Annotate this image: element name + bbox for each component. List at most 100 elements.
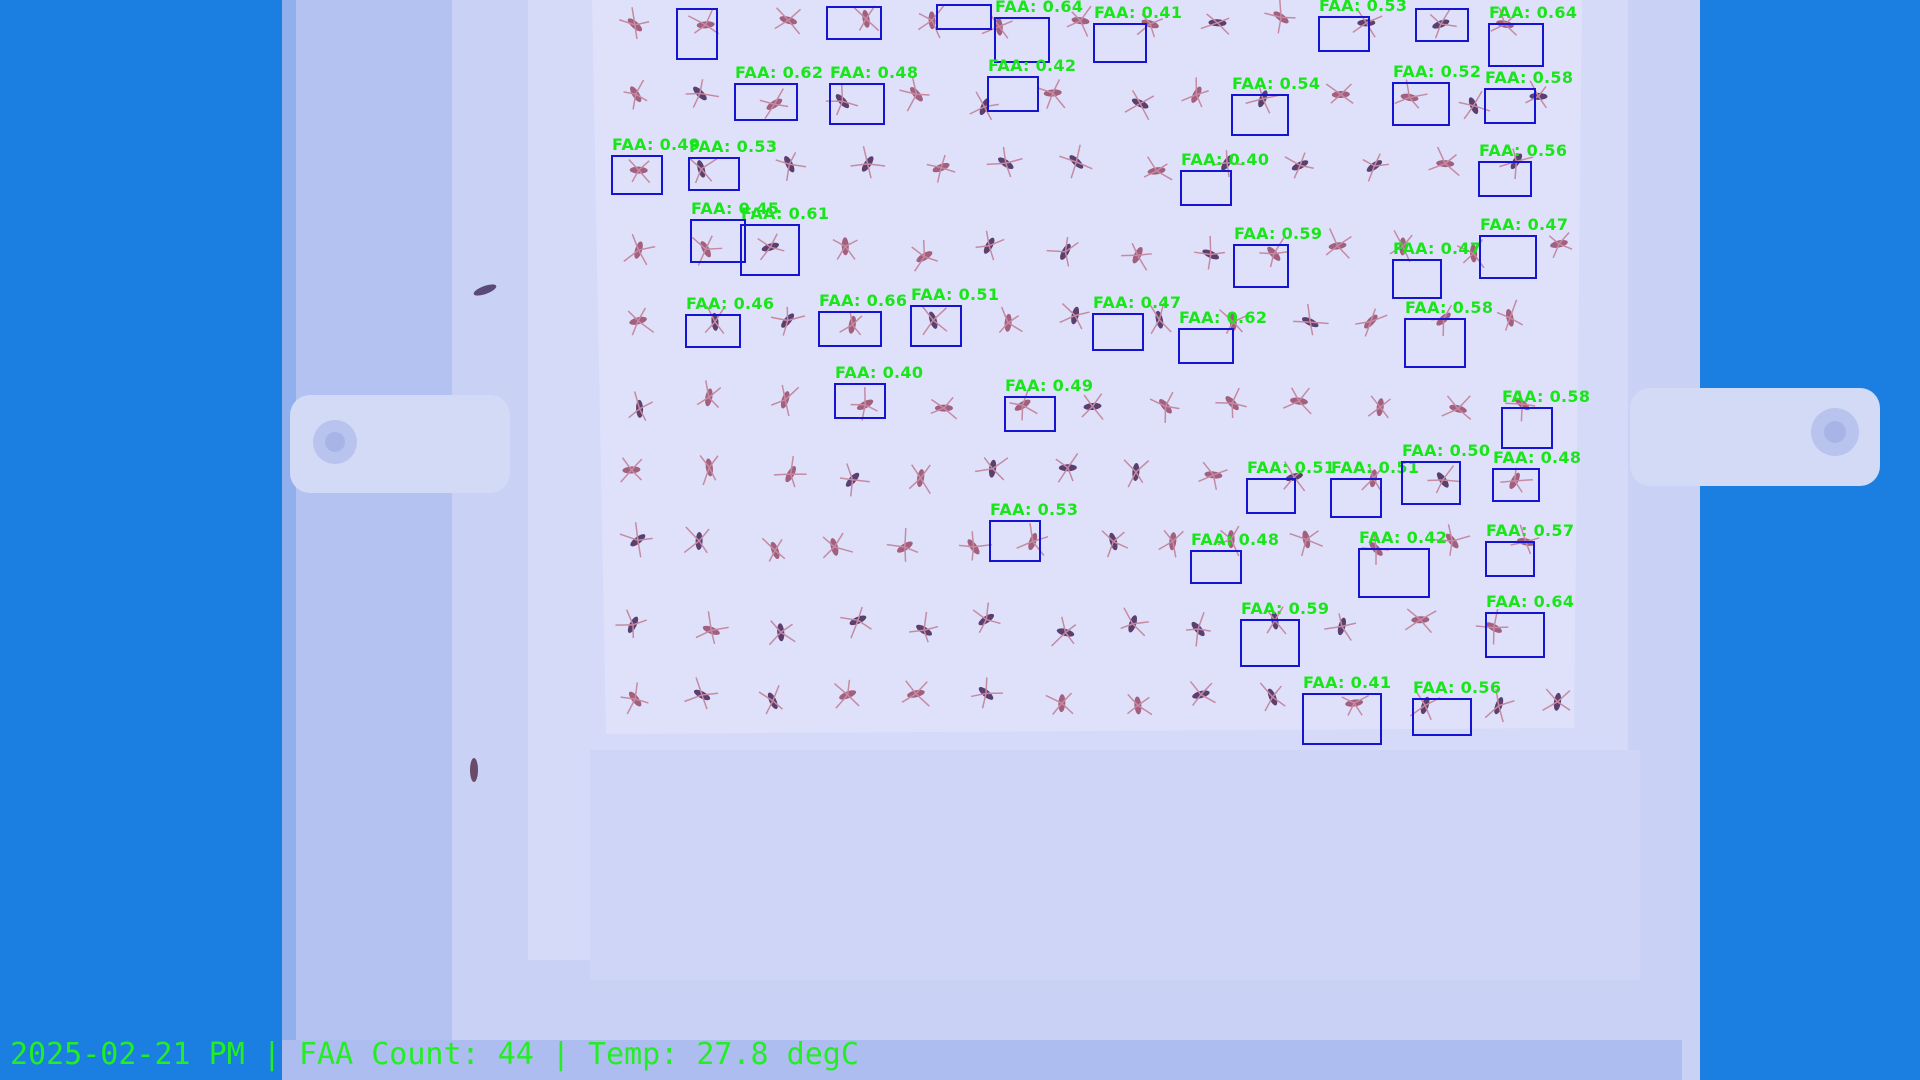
count-label: FAA Count: <box>299 1037 498 1072</box>
detection-box <box>1484 88 1536 124</box>
detection-box <box>994 17 1050 63</box>
detection-box <box>936 4 992 30</box>
date-text: 2025-02-21 PM <box>10 1037 245 1072</box>
detection: FAA: 0.56 <box>1412 678 1501 736</box>
detection: FAA: 0.62 <box>734 63 823 121</box>
detection-box <box>989 520 1041 562</box>
detection-label: FAA: 0.46 <box>686 294 775 313</box>
sticky-paper <box>592 0 1582 734</box>
detection: FAA: 0.56 <box>1478 141 1567 197</box>
detection-label: FAA: 0.47 <box>1393 239 1482 258</box>
separator: | <box>244 1037 299 1072</box>
detection-box <box>1392 259 1442 299</box>
detection: FAA: 0.45 <box>690 199 779 263</box>
detection-label: FAA: 0.51 <box>1331 458 1420 477</box>
detection: FAA: 0.57 <box>1485 521 1574 577</box>
detection: FAA: 0.49 <box>611 135 700 195</box>
detection: FAA: 0.59 <box>1233 224 1322 288</box>
detection: FAA: 0.51 <box>1330 458 1419 518</box>
detection: FAA: 0.62 <box>1178 308 1267 364</box>
detection-box <box>1180 170 1232 206</box>
detection: FAA: 0.59 <box>1240 599 1329 667</box>
detection-label: FAA: 0.49 <box>1005 376 1094 395</box>
detection-box <box>1485 612 1545 658</box>
detection: FAA: 0.51 <box>910 285 999 347</box>
detection-box <box>1478 161 1532 197</box>
detection-label: FAA: 0.48 <box>1191 530 1280 549</box>
detection-box <box>1233 244 1289 288</box>
detection-box <box>1330 478 1382 518</box>
detection-label: FAA: 0.50 <box>1402 441 1491 460</box>
detection-box <box>829 83 885 125</box>
detection-box <box>1093 23 1147 63</box>
detection: FAA: 0.51 <box>1246 458 1335 514</box>
detection: FAA: 0.64 <box>1485 592 1574 658</box>
detection-box <box>1318 16 1370 52</box>
detection-box <box>1415 8 1469 42</box>
detection-label: FAA: 0.64 <box>1486 592 1575 611</box>
detection-label: FAA: 0.47 <box>1480 215 1569 234</box>
detection-box <box>688 157 740 191</box>
detection-box <box>1501 407 1553 449</box>
detection-label: FAA: 0.61 <box>741 204 830 223</box>
detection-box <box>1240 619 1300 667</box>
detection: FAA: 0.41 <box>1302 673 1391 745</box>
detection: FAA: 0.42 <box>987 56 1076 112</box>
detection-box <box>1092 313 1144 351</box>
detection-label: FAA: 0.64 <box>1489 3 1578 22</box>
detection-label: FAA: 0.58 <box>1502 387 1591 406</box>
detection-label: FAA: 0.58 <box>1485 68 1574 87</box>
detection-box <box>1231 94 1289 136</box>
detection: FAA: 0.48 <box>829 63 918 125</box>
detection-label: FAA: 0.62 <box>735 63 824 82</box>
detection-box <box>611 155 663 195</box>
detection: FAA: 0.64 <box>1488 3 1577 67</box>
status-bar: 2025-02-21 PM | FAA Count: 44 | Temp: 27… <box>10 1037 859 1072</box>
detection-label: FAA: 0.48 <box>830 63 919 82</box>
detection-label: FAA: 0.57 <box>1486 521 1575 540</box>
detection: FAA: 0.46 <box>685 294 774 348</box>
detection-label: FAA: 0.59 <box>1241 599 1330 618</box>
detection-box <box>1178 328 1234 364</box>
detection-box <box>1412 698 1472 736</box>
detection-label: FAA: 0.56 <box>1413 678 1502 697</box>
detection-box <box>1485 541 1535 577</box>
detection: FAA: 0.48 <box>1492 448 1581 502</box>
detection <box>936 4 992 30</box>
detection-box <box>910 305 962 347</box>
detection-label: FAA: 0.64 <box>995 0 1084 16</box>
detection-box <box>1404 318 1466 368</box>
count-value: 44 <box>497 1037 534 1072</box>
detection: FAA: 0.42 <box>1358 528 1447 598</box>
detection-box <box>1004 396 1056 432</box>
detection-label: FAA: 0.45 <box>691 199 780 218</box>
detection-label: FAA: 0.56 <box>1479 141 1568 160</box>
detection-label: FAA: 0.42 <box>988 56 1077 75</box>
separator: | <box>533 1037 588 1072</box>
detection: FAA: 0.41 <box>1093 3 1182 63</box>
detection-label: FAA: 0.53 <box>689 137 778 156</box>
detection-label: FAA: 0.42 <box>1359 528 1448 547</box>
detection-label: FAA: 0.59 <box>1234 224 1323 243</box>
detection-label: FAA: 0.40 <box>1181 150 1270 169</box>
detection-label: FAA: 0.41 <box>1303 673 1392 692</box>
detection-box <box>1190 550 1242 584</box>
detection-box <box>1392 82 1450 126</box>
detection: FAA: 0.48 <box>1190 530 1279 584</box>
detection-box <box>1302 693 1382 745</box>
detection-label: FAA: 0.66 <box>819 291 908 310</box>
detection: FAA: 0.53 <box>688 137 777 191</box>
detection: FAA: 0.50 <box>1401 441 1490 505</box>
detection: FAA: 0.58 <box>1484 68 1573 124</box>
detection-box <box>676 8 718 60</box>
detection-box <box>826 6 882 40</box>
detection-box <box>685 314 741 348</box>
detection: FAA: 0.53 <box>1318 0 1407 52</box>
detection: FAA: 0.58 <box>1404 298 1493 368</box>
detection: FAA: 0.66 <box>818 291 907 347</box>
tray-handle-left <box>290 395 510 493</box>
detection-label: FAA: 0.47 <box>1093 293 1182 312</box>
detection: FAA: 0.40 <box>1180 150 1269 206</box>
detection-box <box>1492 468 1540 502</box>
